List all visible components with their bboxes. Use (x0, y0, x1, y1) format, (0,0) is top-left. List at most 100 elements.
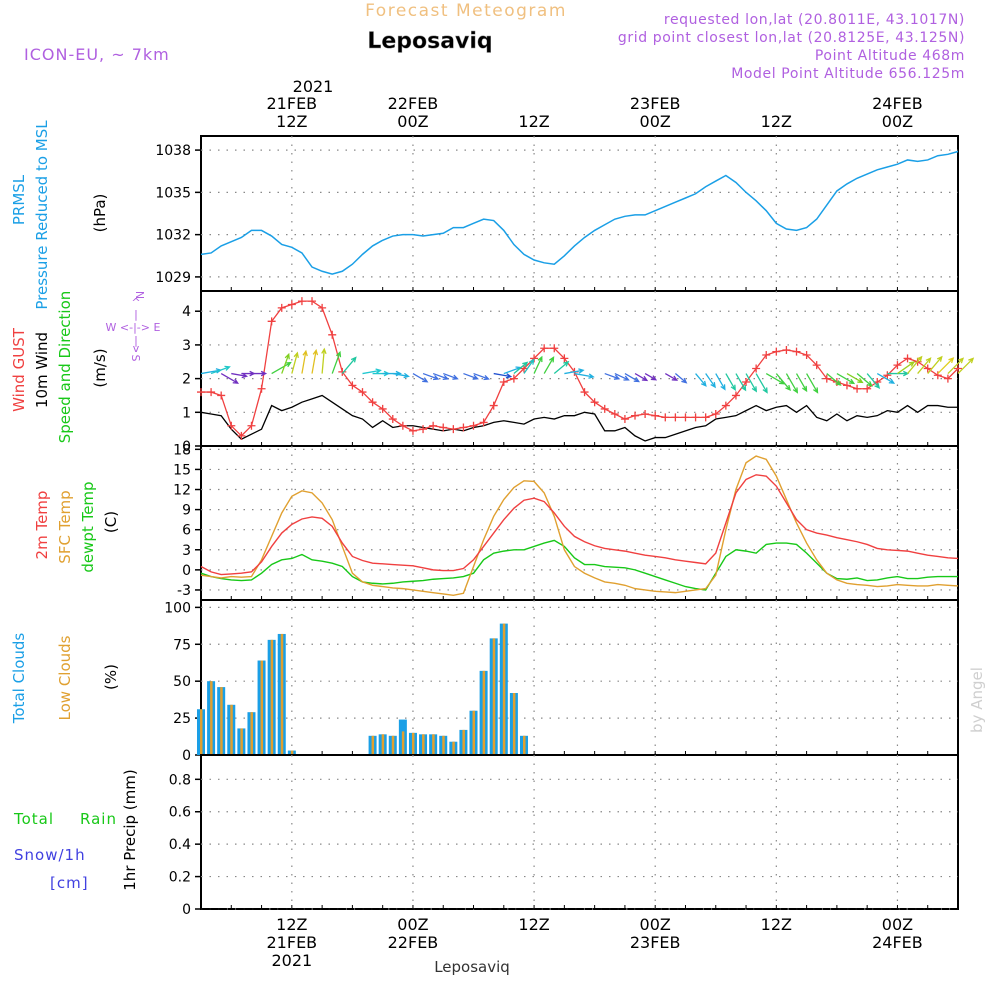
panel-frame (200, 599, 959, 756)
gust-marker (509, 374, 518, 383)
y-tick-label: 15 (173, 462, 191, 478)
top-time-label: 21FEB (267, 94, 318, 113)
y-tick-label: 18 (173, 442, 191, 458)
wind-arrow (917, 357, 932, 374)
y-tick-label: 0.4 (169, 837, 191, 853)
gust-marker (853, 384, 862, 393)
forecast-label: Forecast Meteogram (365, 1, 567, 21)
precip-rain: Rain (80, 810, 117, 828)
wind-arrow (362, 368, 382, 375)
wind-arrow (493, 372, 513, 379)
top-time-label: 24FEB (872, 94, 923, 113)
low-cloud-bar (250, 712, 253, 755)
y-tick-label: 1038 (155, 143, 191, 159)
wind-arrow (806, 373, 819, 394)
gust-marker (419, 425, 428, 434)
low-cloud-bar (371, 735, 375, 755)
compass-bar-bottom: | (134, 334, 138, 347)
wind-arrow (695, 373, 707, 387)
wind-arrow (947, 357, 965, 375)
model-altitude: Model Point Altitude 656.125m (731, 66, 965, 82)
low-cloud-bar (522, 735, 526, 755)
gust-marker (802, 351, 811, 360)
gust-marker (580, 388, 589, 397)
y-tick-label: 6 (182, 523, 191, 539)
low-cloud-bar (200, 709, 203, 755)
top-time-label: 00Z (397, 112, 428, 131)
top-time-label: 22FEB (388, 94, 439, 113)
temp-line-1 (200, 455, 959, 597)
precip-unit: 1hr Precip (mm) (121, 769, 139, 890)
top-time-label: 12Z (518, 112, 549, 131)
gust-marker (318, 303, 327, 312)
wind-arrow (321, 347, 327, 374)
gust-marker (348, 381, 357, 390)
gust-marker (842, 381, 851, 390)
gust-marker (449, 425, 458, 434)
wind-arrow (634, 372, 649, 382)
low-cloud-bar (280, 633, 284, 755)
y-tick-label: 0.6 (169, 805, 191, 821)
wind-arrow (715, 373, 726, 391)
gust-marker (207, 388, 216, 397)
requested-coords: requested lon,lat (20.8011E, 43.1017N) (664, 12, 965, 28)
gust-marker (459, 423, 468, 432)
gust-marker (772, 347, 781, 356)
temp-label-1: 2m Temp (33, 491, 51, 560)
y-tick-label: 12 (173, 483, 191, 499)
wind-label-3: Speed and Direction (56, 291, 74, 444)
wind-arrow (231, 372, 249, 379)
wind-arrow (220, 372, 240, 384)
wind-arrow (624, 372, 641, 383)
y-tick-label: 4 (182, 304, 191, 320)
low-cloud-bar (210, 681, 213, 755)
wind-label-1: Wind GUST (10, 327, 28, 412)
panel-temp: -3 0 3 6 9 12 15 18 2m Temp SFC Temp dewpt Temp (C) (33, 442, 959, 601)
y-tick-label: 0 (182, 902, 191, 918)
bottom-time-label: 12Z (276, 915, 307, 934)
wind-arrow (745, 373, 758, 393)
wind-arrow (836, 372, 856, 385)
wind-arrow (674, 373, 688, 384)
low-cloud-bar (381, 734, 385, 755)
gust-marker (893, 361, 902, 370)
point-altitude: Point Altitude 468m (815, 48, 965, 64)
wind-label-2: 10m Wind (33, 332, 51, 408)
compass-bar-top: | (134, 308, 138, 321)
y-tick-label: 100 (164, 600, 191, 616)
gust-marker (661, 413, 670, 422)
wind-arrow (937, 357, 955, 375)
top-time-label: 00Z (640, 112, 671, 131)
pressure-label-1: PRMSL (10, 174, 28, 225)
wind-arrow (513, 361, 529, 375)
gust-marker (812, 361, 821, 370)
low-cloud-bar (411, 732, 415, 755)
gust-marker (308, 297, 317, 306)
wind-arrow (463, 372, 479, 380)
gust-marker (197, 388, 205, 397)
wind-arrow (301, 349, 308, 374)
location-title: Leposaviq (367, 29, 492, 54)
bottom-time-label: 12Z (518, 915, 549, 934)
wind-arrow (866, 373, 881, 389)
gust-marker (217, 391, 226, 400)
wind-arrow (523, 358, 535, 374)
precip-cm: [cm] (50, 874, 89, 892)
gust-marker (641, 409, 650, 418)
y-tick-label: -3 (177, 583, 191, 599)
gust-marker (540, 344, 549, 353)
gust-marker (721, 401, 730, 410)
pressure-line (200, 150, 959, 275)
gust-marker (297, 297, 306, 306)
gust-marker (560, 354, 569, 363)
gust-marker (822, 374, 831, 383)
compass: N^|W <-|-> E|vS (106, 291, 161, 362)
low-cloud-bar (462, 729, 465, 755)
temp-label-2: SFC Temp (56, 490, 74, 563)
gust-marker (378, 404, 387, 413)
temp-label-3: dewpt Temp (79, 481, 97, 572)
wind-arrow (664, 372, 679, 381)
wind-arrow (574, 372, 595, 379)
